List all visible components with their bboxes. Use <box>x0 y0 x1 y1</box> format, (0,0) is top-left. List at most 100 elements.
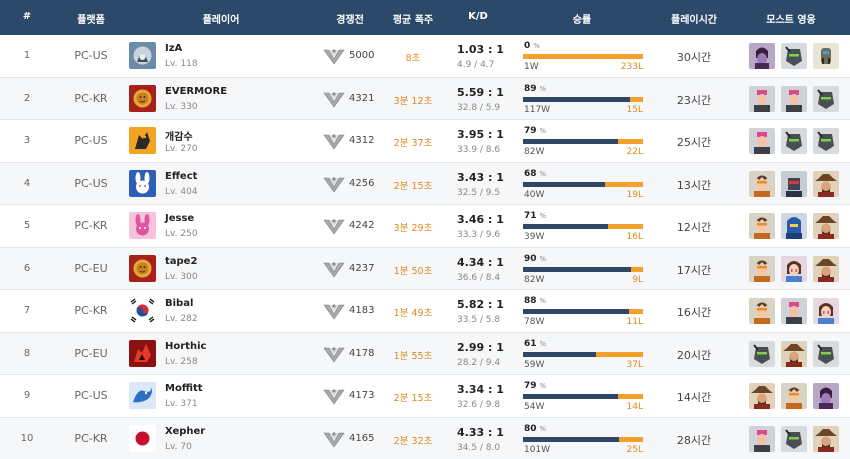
percent-sign: % <box>539 127 547 135</box>
mccree-icon[interactable] <box>813 170 839 197</box>
table-row[interactable]: 5 PC-KR Jesse Lv. 250 4242 3분 29초 3.46 : 1 33.3… <box>0 205 850 248</box>
pharah-icon[interactable] <box>781 213 807 239</box>
player-name[interactable]: Xepher <box>165 425 206 437</box>
tracer-icon[interactable] <box>749 213 775 239</box>
genji-icon[interactable] <box>813 128 839 154</box>
player-name[interactable]: tape2 <box>165 255 198 267</box>
widowmaker-icon[interactable] <box>813 383 839 409</box>
player-name[interactable]: IzA <box>165 43 183 54</box>
mccree-icon[interactable] <box>749 383 775 409</box>
red-dragon-icon[interactable] <box>129 339 156 367</box>
table-row[interactable]: 7 PC-KR Bibal Lv. 282 4183 1분 49초 5.82 : 1 33.5… <box>0 290 850 333</box>
table-row[interactable]: 4 PC-US Effect Lv. 404 4256 2분 15초 3.43 : 1 32.… <box>0 162 850 205</box>
table-row[interactable]: 8 PC-EU Horthic Lv. 258 4178 1분 55초 2.99 : 1 28… <box>0 332 850 375</box>
zarya-icon[interactable] <box>749 128 775 154</box>
avg-streak-time: 2분 15초 <box>393 393 433 404</box>
tracer-icon[interactable] <box>749 170 775 197</box>
player-name[interactable]: Effect <box>165 170 198 182</box>
percent-sign: % <box>539 297 547 305</box>
percent-sign: % <box>539 424 547 433</box>
col-playtime: 플레이시간 <box>671 15 717 26</box>
kd-detail: 4.9 / 4.7 <box>457 60 495 70</box>
mccree-icon[interactable] <box>813 425 839 452</box>
lion-crest-icon[interactable] <box>129 84 156 112</box>
blue-wave-icon[interactable] <box>129 382 156 409</box>
bunny-icon[interactable] <box>129 169 156 197</box>
lion-crest-icon[interactable] <box>129 254 156 282</box>
player-level: Lv. 371 <box>165 399 198 409</box>
player-name[interactable]: Jesse <box>165 213 195 224</box>
win-rate-value: 80 <box>524 423 537 434</box>
genji-icon[interactable] <box>813 85 839 112</box>
table-row[interactable]: 9 PC-US Moffitt Lv. 371 4173 2분 15초 3.34 : 1 32… <box>0 375 850 418</box>
kd-detail: 33.3 / 9.6 <box>457 230 501 240</box>
player-level: Lv. 282 <box>165 314 198 324</box>
tracer-icon[interactable] <box>749 298 775 324</box>
mccree-icon[interactable] <box>781 340 807 367</box>
table-row[interactable]: 1 PC-US IzA Lv. 118 5000 8초 1.03 : 1 4.9 / 4.7 0… <box>0 35 850 78</box>
table-row[interactable]: 6 PC-EU tape2 Lv. 300 4237 1분 50초 4.34 : 1 36.6… <box>0 247 850 290</box>
dragon-icon[interactable] <box>129 127 156 154</box>
tracer-icon[interactable] <box>749 255 775 282</box>
pink-bunny-icon[interactable] <box>129 212 156 239</box>
win-bar-fill <box>523 96 630 102</box>
losses-count: 15L <box>626 104 643 115</box>
widowmaker-icon[interactable] <box>749 43 775 69</box>
wins-count: 59W <box>524 359 545 370</box>
player-level: Lv. 270 <box>165 144 198 154</box>
hooded-emblem-icon[interactable] <box>129 42 156 69</box>
player-name[interactable]: EVERMORE <box>165 85 228 97</box>
tier-emblem-icon <box>323 260 345 278</box>
mccree-icon[interactable] <box>813 255 839 282</box>
tracer-icon[interactable] <box>781 383 807 409</box>
play-time: 25시간 <box>676 136 712 149</box>
platform-label: PC-KR <box>74 304 108 317</box>
col-competitive: 경쟁전 <box>336 15 364 26</box>
col-heroes: 모스트 영웅 <box>766 15 816 26</box>
zarya-icon[interactable] <box>781 85 807 112</box>
kd-ratio: 4.33 : 1 <box>457 425 504 439</box>
wins-count: 78W <box>524 317 545 327</box>
col-rank: # <box>22 11 32 22</box>
genji-icon[interactable] <box>781 128 807 154</box>
play-time: 23시간 <box>676 93 712 107</box>
bastion-icon[interactable] <box>813 43 839 69</box>
win-loss-bar <box>523 139 643 144</box>
percent-sign: % <box>539 382 547 390</box>
rank-number: 4 <box>23 177 31 189</box>
dva-icon[interactable] <box>813 298 839 324</box>
mccree-icon[interactable] <box>813 213 839 239</box>
zarya-icon[interactable] <box>749 85 775 112</box>
win-loss-bar <box>523 96 643 102</box>
win-bar-fill <box>523 139 618 144</box>
rank-number: 10 <box>20 432 34 444</box>
table-row[interactable]: 3 PC-US 개감수 Lv. 270 4312 2분 37초 3.95 : 1 33.9 /… <box>0 120 850 163</box>
col-player: 플레이어 <box>202 15 240 26</box>
percent-sign: % <box>539 169 547 178</box>
korea-flag-icon[interactable] <box>129 297 156 324</box>
zarya-icon[interactable] <box>749 425 775 452</box>
player-name[interactable]: Horthic <box>165 340 207 352</box>
zarya-icon[interactable] <box>781 298 807 324</box>
genji-icon[interactable] <box>781 43 807 69</box>
japan-flag-icon[interactable] <box>129 424 156 452</box>
player-name[interactable]: Moffitt <box>165 383 203 394</box>
soldier-icon[interactable] <box>781 170 807 197</box>
win-bar-fill <box>523 309 629 314</box>
percent-sign: % <box>539 84 547 93</box>
genji-icon[interactable] <box>781 425 807 452</box>
genji-icon[interactable] <box>813 340 839 367</box>
losses-count: 25L <box>626 444 643 455</box>
competitive-score: 4237 <box>349 262 375 274</box>
dva-icon[interactable] <box>781 255 807 282</box>
win-rate: 0% <box>524 41 540 51</box>
genji-icon[interactable] <box>749 340 775 367</box>
player-name[interactable]: Bibal <box>165 298 194 309</box>
player-name[interactable]: 개감수 <box>165 132 193 143</box>
tier-emblem-icon <box>323 47 345 65</box>
rank-number: 3 <box>23 135 31 146</box>
kd-ratio: 5.82 : 1 <box>457 298 504 311</box>
table-row[interactable]: 10 PC-KR Xepher Lv. 70 4165 2분 32초 4.33 : 1 34.… <box>0 417 850 459</box>
win-bar-fill <box>523 266 631 272</box>
table-row[interactable]: 2 PC-KR EVERMORE Lv. 330 4321 3분 12초 5.59 : 1 3… <box>0 77 850 120</box>
